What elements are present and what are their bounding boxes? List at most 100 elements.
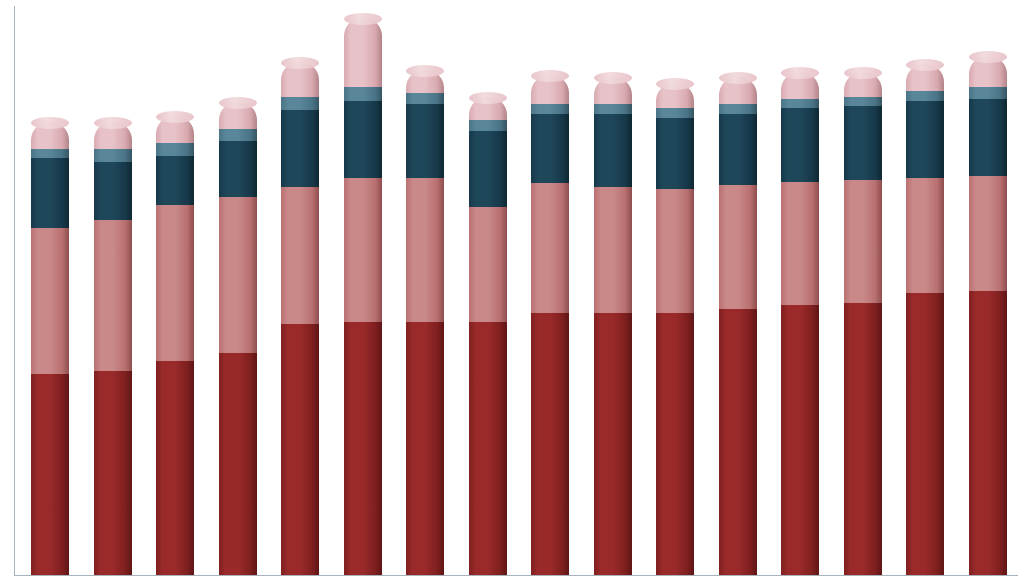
bar-16-seg-5 (969, 56, 1007, 87)
bar-7-seg-4 (406, 93, 444, 105)
bar-6-seg-3 (344, 101, 382, 178)
bar-8-seg-5 (469, 97, 507, 120)
bar-12-seg-5 (719, 77, 757, 104)
bar-9-seg-3 (531, 114, 569, 183)
bar-2-seg-4 (94, 149, 132, 163)
bar-14-seg-1 (844, 303, 882, 575)
bar-8-seg-2 (469, 207, 507, 323)
bar-7-cap (406, 65, 444, 77)
bar-15-seg-1 (906, 293, 944, 575)
bar-7-seg-5 (406, 70, 444, 93)
bar-6-seg-5 (344, 18, 382, 87)
bar-13-seg-2 (781, 182, 819, 305)
bar-10-seg-4 (594, 104, 632, 114)
bar-5-seg-1 (281, 324, 319, 575)
bar-10-seg-2 (594, 187, 632, 312)
bar-3-seg-1 (156, 361, 194, 575)
bar-5-seg-2 (281, 187, 319, 324)
bar-4-seg-5 (219, 102, 257, 129)
bar-2-seg-2 (94, 220, 132, 370)
bar-3-seg-5 (156, 116, 194, 143)
bar-1-seg-1 (31, 374, 69, 575)
bar-12-seg-1 (719, 309, 757, 575)
bar-8-cap (469, 92, 507, 104)
bar-16 (969, 56, 1007, 575)
bar-16-seg-3 (969, 99, 1007, 176)
bar-11-seg-3 (656, 118, 694, 189)
bar-8-seg-1 (469, 322, 507, 575)
bar-7-seg-3 (406, 104, 444, 177)
bar-10 (594, 77, 632, 575)
bar-6-seg-1 (344, 322, 382, 575)
bar-11-seg-2 (656, 189, 694, 312)
bar-3-seg-4 (156, 143, 194, 157)
bar-16-seg-1 (969, 291, 1007, 575)
bar-13-seg-4 (781, 99, 819, 109)
bar-14 (844, 72, 882, 575)
bar-16-seg-2 (969, 176, 1007, 292)
bar-1-seg-5 (31, 122, 69, 149)
bar-12-cap (719, 72, 757, 84)
bar-3-seg-2 (156, 205, 194, 361)
bar-14-seg-3 (844, 106, 882, 179)
bar-9-cap (531, 70, 569, 82)
bar-1-seg-4 (31, 149, 69, 159)
bar-14-seg-5 (844, 72, 882, 97)
bar-15-cap (906, 59, 944, 71)
bar-14-cap (844, 67, 882, 79)
bar-6 (344, 18, 382, 575)
bar-14-seg-4 (844, 97, 882, 107)
bar-11-seg-4 (656, 108, 694, 118)
bar-12 (719, 77, 757, 575)
bar-5-cap (281, 57, 319, 69)
stacked-bar-chart (14, 6, 1018, 576)
bar-16-cap (969, 51, 1007, 63)
bar-2-seg-5 (94, 122, 132, 149)
bar-12-seg-2 (719, 185, 757, 308)
bar-1 (31, 122, 69, 575)
bar-6-seg-4 (344, 87, 382, 101)
bar-7-seg-2 (406, 178, 444, 323)
bar-5-seg-3 (281, 110, 319, 187)
bar-10-seg-1 (594, 313, 632, 575)
bar-1-seg-3 (31, 158, 69, 227)
bar-6-seg-2 (344, 178, 382, 323)
bar-15 (906, 64, 944, 575)
bar-8 (469, 97, 507, 575)
bar-3-cap (156, 111, 194, 123)
bar-13-cap (781, 67, 819, 79)
bar-11-seg-1 (656, 313, 694, 575)
bar-9-seg-5 (531, 75, 569, 104)
bar-11-cap (656, 78, 694, 90)
bar-1-cap (31, 117, 69, 129)
bar-15-seg-3 (906, 101, 944, 178)
bar-2-seg-1 (94, 371, 132, 575)
bar-15-seg-2 (906, 178, 944, 294)
bar-10-cap (594, 72, 632, 84)
bar-16-seg-4 (969, 87, 1007, 99)
bar-5-seg-5 (281, 62, 319, 97)
bar-5-seg-4 (281, 97, 319, 111)
bar-4-seg-1 (219, 353, 257, 575)
bar-12-seg-4 (719, 104, 757, 114)
bar-10-seg-3 (594, 114, 632, 187)
bar-14-seg-2 (844, 180, 882, 303)
bar-5 (281, 62, 319, 575)
bar-4-seg-3 (219, 141, 257, 197)
bar-11-seg-5 (656, 83, 694, 108)
bar-6-cap (344, 13, 382, 25)
bar-9-seg-1 (531, 313, 569, 575)
bar-2-seg-3 (94, 162, 132, 220)
bar-4-cap (219, 97, 257, 109)
bar-8-seg-3 (469, 131, 507, 206)
bar-13-seg-5 (781, 72, 819, 99)
bar-11 (656, 83, 694, 575)
bar-15-seg-4 (906, 91, 944, 101)
bar-2 (94, 122, 132, 575)
bar-12-seg-3 (719, 114, 757, 185)
bar-9 (531, 75, 569, 575)
bar-13-seg-3 (781, 108, 819, 181)
bar-13-seg-1 (781, 305, 819, 575)
bar-9-seg-4 (531, 104, 569, 114)
bar-7-seg-1 (406, 322, 444, 575)
